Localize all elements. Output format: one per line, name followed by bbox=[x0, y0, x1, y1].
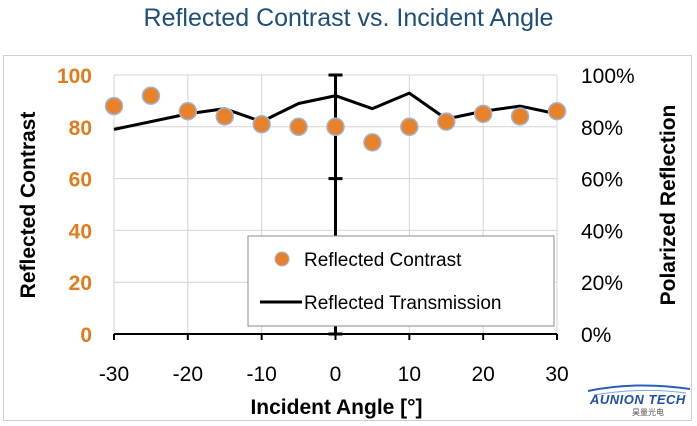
y-tick-label: 20 bbox=[69, 272, 92, 295]
y2-tick-label: 20% bbox=[581, 272, 623, 295]
data-point-reflected-contrast bbox=[215, 107, 234, 126]
data-point-reflected-contrast bbox=[437, 112, 456, 131]
data-point-reflected-contrast bbox=[178, 102, 198, 121]
x-tick-label: -30 bbox=[99, 363, 129, 386]
data-point-reflected-contrast bbox=[289, 117, 308, 137]
x-tick-label: 20 bbox=[471, 363, 494, 386]
logo-text: AUNION TECH bbox=[590, 392, 686, 407]
y-tick-label: 40 bbox=[69, 220, 92, 243]
data-point-reflected-contrast bbox=[141, 86, 161, 105]
chart-title: Reflected Contrast vs. Incident Angle bbox=[143, 4, 554, 32]
y2-tick-label: 100% bbox=[581, 65, 635, 88]
y-tick-label: 0 bbox=[80, 324, 92, 347]
y2-tick-label: 60% bbox=[581, 169, 623, 192]
y2-tick-label: 40% bbox=[581, 220, 623, 243]
x-axis-title: Incident Angle [°] bbox=[250, 396, 422, 419]
y2-tick-label: 80% bbox=[581, 117, 623, 140]
data-point-reflected-contrast bbox=[547, 102, 567, 121]
data-point-reflected-contrast bbox=[252, 114, 271, 134]
logo-subtext: 昊量光电 bbox=[632, 408, 664, 417]
x-tick-label: 10 bbox=[398, 363, 421, 386]
y-tick-label: 60 bbox=[69, 169, 92, 192]
data-point-reflected-contrast bbox=[363, 133, 382, 152]
y-tick-label: 100 bbox=[57, 65, 92, 88]
data-point-reflected-contrast bbox=[510, 107, 530, 126]
aunion-tech-logo: AUNION TECH 昊量光电 bbox=[586, 383, 692, 421]
y2-axis-title: Polarized Reflection bbox=[657, 105, 680, 306]
x-tick-label: 0 bbox=[330, 363, 342, 386]
y-axis-title: Reflected Contrast bbox=[17, 112, 40, 299]
data-point-reflected-contrast bbox=[104, 96, 124, 116]
chart-frame bbox=[3, 55, 692, 421]
y-tick-label: 80 bbox=[69, 117, 92, 140]
x-tick-label: 30 bbox=[545, 363, 568, 386]
x-tick-label: -20 bbox=[173, 363, 203, 386]
y2-tick-label: 0% bbox=[581, 324, 611, 347]
data-point-reflected-contrast bbox=[326, 117, 345, 137]
data-point-reflected-contrast bbox=[473, 104, 493, 124]
legend-label-reflected-contrast: Reflected Contrast bbox=[304, 250, 462, 271]
legend-box bbox=[247, 235, 555, 327]
legend-label-reflected-transmission: Reflected Transmission bbox=[304, 293, 501, 314]
legend-marker-reflected-contrast bbox=[274, 251, 290, 267]
logo-swoosh-icon bbox=[587, 384, 691, 396]
x-tick-label: -10 bbox=[246, 363, 276, 386]
data-point-reflected-contrast bbox=[400, 117, 419, 137]
